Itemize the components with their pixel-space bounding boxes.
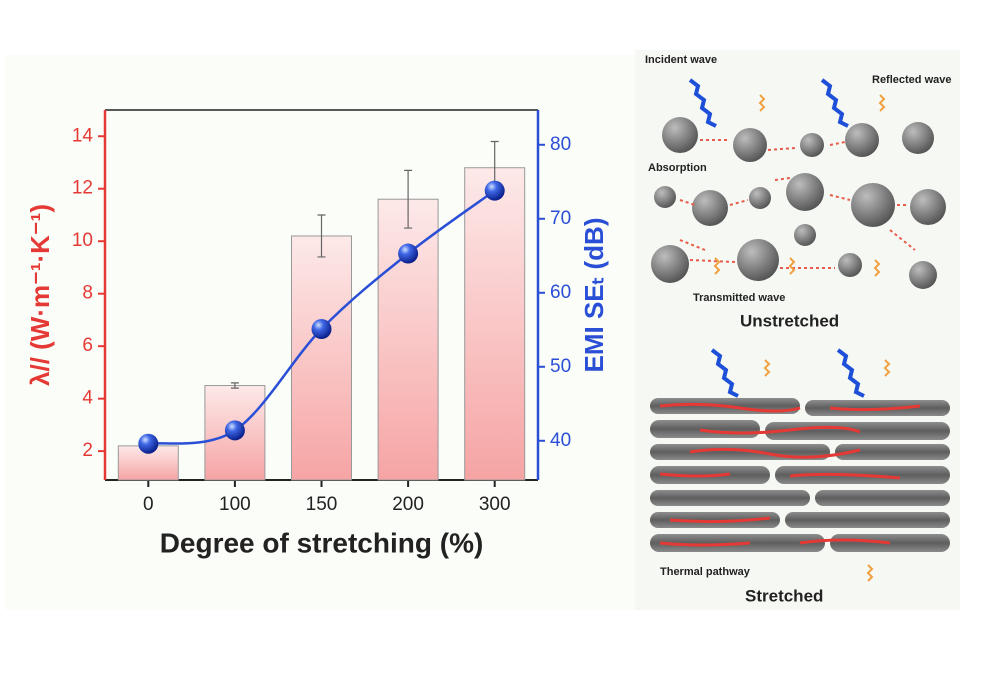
marker (398, 243, 419, 264)
bar (291, 235, 352, 481)
x-tick-label: 100 (219, 494, 251, 515)
x-tick-label: 0 (143, 494, 154, 515)
chart: 2 4 6 8 10 12 14 40 50 60 70 80 0 100 150 200 300 Degree … (25, 109, 609, 558)
bar (377, 198, 439, 481)
particles (651, 117, 946, 289)
absorption-label: Absorption (648, 162, 707, 174)
x-tick-label: 300 (479, 494, 511, 515)
y2-tick-label: 80 (550, 134, 571, 155)
thermal-label: Thermal pathway (660, 566, 751, 578)
y2-axis-label: EMI SEₜ (dB) (579, 218, 609, 373)
incident-label: Incident wave (645, 54, 717, 66)
marker (311, 319, 332, 340)
error-bar (404, 169, 413, 229)
y2-tick-label: 40 (550, 430, 571, 451)
error-bar (230, 382, 239, 389)
thermal-paths (659, 402, 921, 547)
unstretched-label: Unstretched (740, 311, 839, 330)
marker (224, 420, 245, 441)
waves (688, 78, 865, 398)
x-tick-label: 200 (392, 494, 424, 515)
y-tick-label: 4 (82, 388, 93, 409)
y2-tick-label: 70 (550, 208, 571, 229)
y-tick-label: 2 (82, 440, 93, 461)
marker (484, 180, 505, 201)
y-axis-label: λ// (W·m⁻¹·K⁻¹) (25, 204, 55, 386)
bar (464, 167, 526, 481)
y-tick-label: 14 (72, 125, 94, 146)
y-tick-label: 10 (72, 230, 93, 251)
error-bar (317, 214, 326, 258)
y-tick-label: 6 (82, 335, 93, 356)
reflected-label: Reflected wave (872, 74, 951, 86)
yellow-waves (713, 94, 891, 582)
y2-tick-label: 50 (550, 356, 571, 377)
transmitted-label: Transmitted wave (693, 292, 785, 304)
schematic: Incident wave Reflected wave Absorption … (645, 54, 951, 606)
x-tick-label: 150 (306, 494, 338, 515)
y2-tick-label: 60 (550, 282, 571, 303)
y-tick-label: 8 (82, 283, 93, 304)
stretched-label: Stretched (745, 586, 823, 605)
marker (138, 433, 159, 454)
y-tick-label: 12 (72, 178, 93, 199)
scatter-arrows (679, 139, 916, 269)
x-axis-label: Degree of stretching (%) (160, 527, 484, 558)
